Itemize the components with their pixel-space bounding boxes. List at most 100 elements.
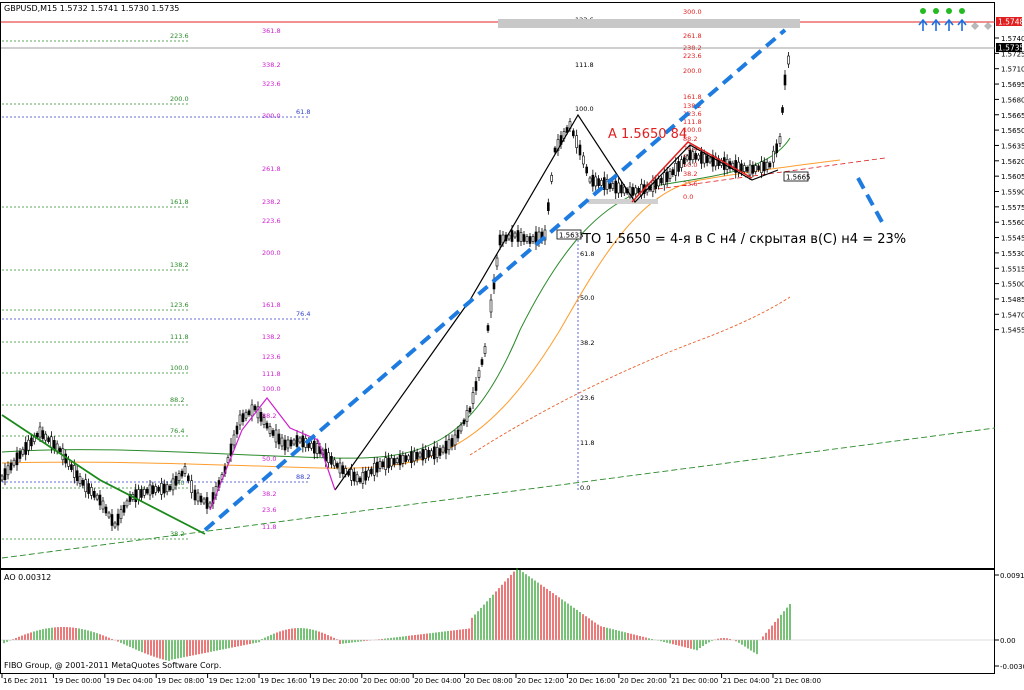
price-tick-label: 1.5455 [1001,327,1024,335]
candle-body [477,370,481,378]
time-tick-label: 21 Dec 00:00 [671,677,718,685]
candle-body [585,166,588,174]
candle-body [244,411,248,419]
candle-body [38,426,42,438]
candle-body [525,236,529,242]
candle-body [682,157,686,165]
candle-body [528,236,532,244]
candle-body [190,480,193,493]
candle-body [44,433,48,441]
candle-body [157,486,160,492]
candle-body [78,476,82,484]
candle-body [680,159,683,168]
candle-body [75,470,79,482]
price-tick-label: 1.5710 [1001,66,1024,74]
fib-magenta-label: 200.0 [262,249,281,257]
candle-body [142,488,146,496]
candle-body [196,492,200,502]
fib-vertical-label: 38.2 [580,339,594,347]
candle-body [205,497,209,509]
ao-tick-label: -0.00309 [1000,663,1024,671]
green-downtrend [1,414,206,535]
candle-body [634,187,638,195]
candle-body [35,432,39,438]
candle-body [265,422,269,429]
fib-green-label: 100.0 [170,364,189,372]
candle-body [183,466,187,474]
candle-body [378,461,382,469]
candle-body [41,430,45,439]
candle-body [226,457,230,463]
candle-body [21,448,25,455]
candle-body [301,435,305,448]
candle-body [312,440,316,454]
price-tick-label: 1.5665 [1001,112,1024,120]
candle-body [421,448,425,461]
candle-body [12,459,16,466]
fib-red-label: 261.8 [683,32,702,40]
candle-body [262,417,266,426]
candle-body [480,359,484,365]
fib-magenta-label: 100.0 [262,385,281,393]
candle-body [81,480,85,486]
candle-body [160,483,163,495]
candle-body [119,509,123,520]
candle-body [280,437,284,447]
svg-text:1.5735: 1.5735 [998,44,1024,53]
candle-body [286,439,290,449]
candle-body [364,470,368,481]
candle-body [259,411,263,422]
fib-magenta-label: 88.2 [262,412,276,420]
candle-body [271,430,275,436]
candle-body [441,446,445,453]
candle-body [387,457,390,469]
candle-body [745,166,749,172]
fib-green-label: 223.6 [170,32,189,40]
svg-text:1.5633: 1.5633 [559,232,584,240]
candle-body [310,442,313,449]
fib-red-label: 223.6 [683,52,702,60]
fib-magenta-label: 323.6 [262,80,281,88]
fib-green-label: 76.4 [170,427,184,435]
candle-body [256,406,260,419]
candle-body [395,458,399,464]
price-tick-label: 1.5500 [1001,281,1024,289]
price-tick-label: 1.5620 [1001,158,1024,166]
fib-blue-label: 88.2 [296,473,310,481]
candle-body [685,155,689,161]
fib-magenta-label: 361.8 [262,27,281,35]
price-tick-label: 1.5590 [1001,189,1024,197]
candle-body [483,346,487,354]
candle-body [582,155,585,165]
candle-body [507,234,511,240]
candle-body [162,483,166,494]
candle-body [575,135,578,148]
candle-body [459,424,463,432]
candle-body [171,478,175,491]
candle-body [24,442,28,455]
price-tick-label: 1.5530 [1001,250,1024,258]
candle-body [781,107,784,113]
candle-body [384,457,388,470]
fib-red-label: 100.0 [683,126,702,134]
candle-body [15,452,19,466]
fib-blue-label: 76.4 [296,310,310,318]
candle-body [742,165,746,172]
candle-body [553,147,557,153]
candle-body [444,440,448,454]
candle-body [424,449,428,459]
candle-body [462,419,466,425]
price-tick-label: 1.5485 [1001,296,1024,304]
time-tick-label: 19 Dec 08:00 [157,677,204,685]
fib-magenta-label: 261.8 [262,165,281,173]
red-pattern [631,141,753,203]
candle-body [87,483,90,494]
candle-body [295,435,299,447]
candle-body [748,164,752,176]
candle-body [708,157,712,163]
candle-body [238,414,242,426]
candle-body [677,161,680,172]
candle-body [594,176,598,187]
